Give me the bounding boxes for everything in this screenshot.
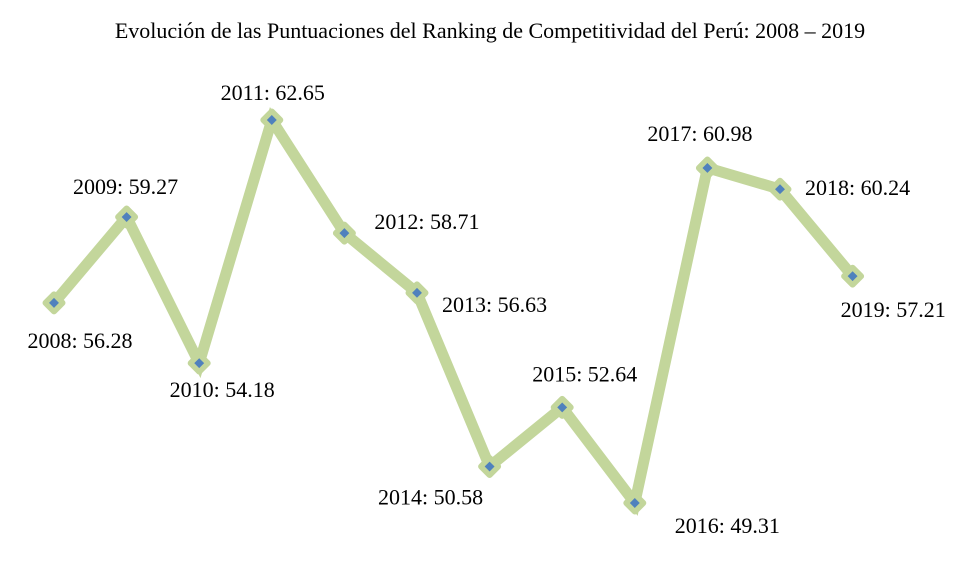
data-point-2019 [847,271,858,282]
data-label-2018: 2018: 60.24 [805,175,910,200]
data-point-2013 [412,287,422,298]
data-label-2008: 2008: 56.28 [27,328,132,353]
data-label-2011: 2011: 62.65 [221,80,325,105]
data-label-2009: 2009: 59.27 [73,174,178,199]
data-label-2010: 2010: 54.18 [170,377,275,402]
data-label-2019: 2019: 57.21 [841,297,946,322]
data-point-2010 [194,358,205,369]
data-label-2017: 2017: 60.98 [647,121,752,146]
data-point-2017 [702,162,713,173]
data-labels-group: 2008: 56.28 2009: 59.27 2010: 54.18 2011: 6… [27,80,945,538]
markers-group [42,108,865,515]
data-label-2012: 2012: 58.71 [374,209,479,234]
data-label-2015: 2015: 52.64 [532,361,637,386]
data-label-2016: 2016: 49.31 [675,513,780,538]
data-point-2012 [339,228,350,239]
data-point-2014 [484,461,495,472]
series-line [48,106,859,516]
data-label-2014: 2014: 50.58 [378,485,483,510]
data-point-2009 [121,212,132,222]
chart-title: Evolución de las Puntuaciones del Rankin… [114,18,866,43]
data-point-2016 [629,498,640,508]
data-point-2015 [557,402,568,413]
data-label-2013: 2013: 56.63 [442,292,547,317]
data-point-2018 [775,184,785,195]
